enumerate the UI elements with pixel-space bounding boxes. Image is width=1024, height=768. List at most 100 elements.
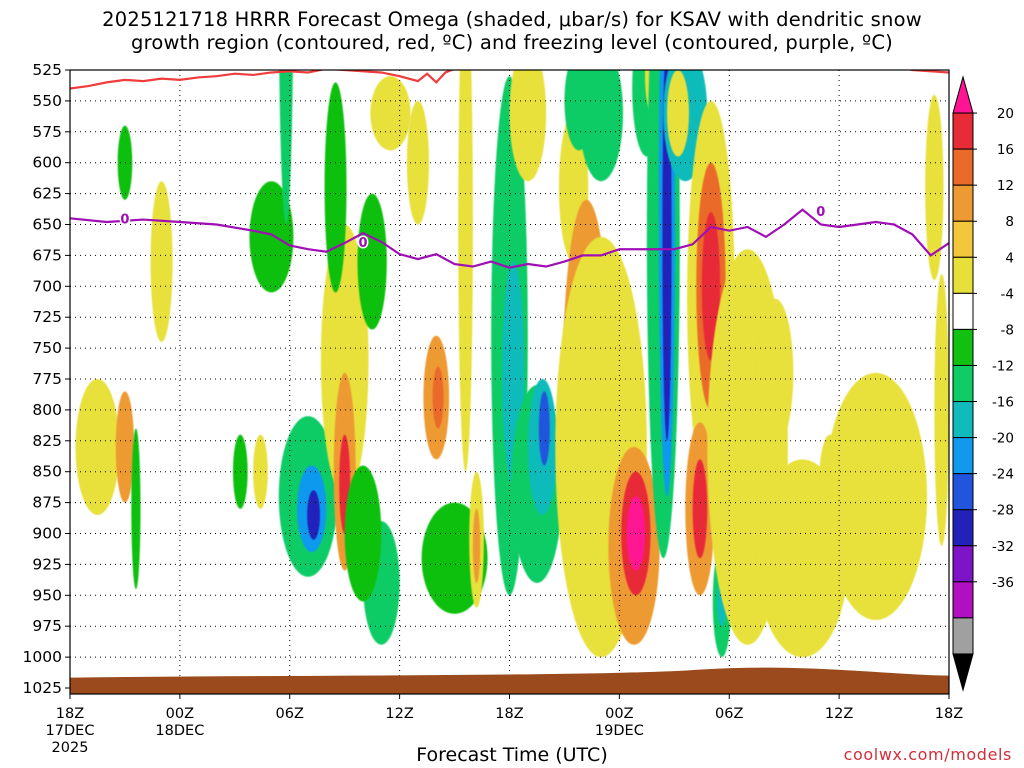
- colorbar-label: 16: [997, 142, 1014, 158]
- colorbar-swatch: [952, 437, 974, 475]
- y-tick-label: 950: [32, 586, 62, 604]
- colorbar-swatch: [952, 617, 974, 655]
- x-tick-date: 18DEC: [155, 723, 204, 739]
- y-tick-label: 775: [32, 370, 62, 388]
- x-tick-date: 19DEC: [595, 723, 644, 739]
- omega-cell: [370, 76, 411, 151]
- x-axis-label: Forecast Time (UTC): [416, 744, 608, 766]
- colorbar-swatch: [952, 509, 974, 547]
- y-tick-label: 725: [32, 308, 62, 326]
- dgz-contour-right: [908, 70, 949, 74]
- omega-shading: [75, 70, 949, 658]
- x-tick-label: 12Z: [385, 706, 413, 722]
- y-tick-label: 1000: [23, 648, 62, 666]
- y-tick-label: 1025: [23, 679, 62, 697]
- x-tick-label: 18Z: [56, 706, 84, 722]
- colorbar-cap-bottom: [952, 653, 974, 692]
- omega-cell: [344, 465, 382, 602]
- colorbar: 20 16 12 8 4 -4 -8 -12 -16 -20 -24 -28 -32 -36: [952, 75, 1014, 692]
- colorbar-cap-top: [952, 75, 974, 114]
- title-line-1: 2025121718 HRRR Forecast Omega (shaded, …: [102, 8, 922, 31]
- freezing-level-label: 0: [816, 205, 825, 220]
- colorbar-swatch: [952, 220, 974, 258]
- colorbar-label: -8: [1001, 322, 1014, 338]
- colorbar-label: 12: [997, 178, 1014, 194]
- y-tick-label: 700: [32, 277, 62, 295]
- omega-cell: [666, 70, 689, 157]
- colorbar-swatch: [952, 328, 974, 366]
- x-tick-label: 12Z: [825, 706, 853, 722]
- colorbar-swatch: [952, 256, 974, 294]
- omega-cell: [692, 459, 708, 559]
- colorbar-label: -36: [992, 575, 1014, 591]
- omega-cell: [579, 70, 624, 182]
- colorbar-swatch: [952, 364, 974, 403]
- y-tick-label: 925: [32, 555, 62, 573]
- colorbar-label: -12: [992, 358, 1014, 374]
- contours: 0 0 0: [70, 70, 949, 269]
- y-tick-label: 600: [32, 154, 62, 172]
- y-tick-label: 575: [32, 123, 62, 141]
- omega-cell: [307, 490, 320, 540]
- y-tick-label: 875: [32, 494, 62, 512]
- freezing-level-contour: [70, 208, 949, 269]
- omega-cell: [458, 70, 473, 472]
- colorbar-swatch: [952, 473, 974, 511]
- colorbar-swatch: [952, 292, 974, 330]
- omega-cell: [117, 125, 133, 200]
- y-tick-label: 675: [32, 246, 62, 264]
- colorbar-swatch: [952, 184, 974, 222]
- gridlines: [70, 70, 949, 694]
- x-tick-label: 18Z: [935, 706, 963, 722]
- freezing-level-label: 0: [120, 213, 129, 228]
- y-tick-label: 750: [32, 339, 62, 357]
- x-tick-label: 00Z: [166, 706, 194, 722]
- omega-cell: [131, 428, 141, 590]
- omega-cell: [324, 82, 347, 293]
- y-tick-label: 650: [32, 216, 62, 234]
- omega-cell: [756, 298, 794, 447]
- y-tick-label: 550: [32, 92, 62, 110]
- omega-cell: [925, 94, 944, 281]
- colorbar-label: -4: [1001, 286, 1014, 302]
- omega-cell: [357, 193, 387, 330]
- y-tick-label: 800: [32, 401, 62, 419]
- y-tick-label: 625: [32, 185, 62, 203]
- omega-cell: [824, 372, 928, 621]
- omega-cell: [249, 181, 294, 293]
- x-tick-label: 06Z: [276, 706, 304, 722]
- colorbar-label: 8: [1005, 214, 1014, 230]
- omega-cell: [472, 508, 481, 583]
- y-tick-label: 525: [32, 61, 62, 79]
- x-tick-label: 18Z: [495, 706, 523, 722]
- omega-cell: [150, 181, 173, 342]
- omega-cell: [934, 273, 949, 546]
- colorbar-swatch: [952, 401, 974, 439]
- freezing-level-label: 0: [358, 236, 367, 251]
- colorbar-label: -24: [992, 467, 1014, 483]
- omega-cell: [75, 379, 120, 515]
- y-tick-label: 975: [32, 617, 62, 635]
- omega-cell: [406, 100, 429, 225]
- x-tick-year: 2025: [52, 740, 89, 756]
- colorbar-swatch: [952, 112, 974, 150]
- chart-title: 2025121718 HRRR Forecast Omega (shaded, …: [0, 8, 1024, 54]
- colorbar-label: 4: [1005, 250, 1014, 266]
- terrain: [70, 667, 949, 694]
- omega-cell: [662, 70, 672, 441]
- colorbar-label: 20: [997, 106, 1014, 122]
- dgz-contour: [70, 70, 455, 90]
- y-tick-label: 850: [32, 463, 62, 481]
- site-credit: coolwx.com/models: [843, 745, 1012, 764]
- y-axis: 525 550 575 600 625 650 675 700 725 750 775 800 825 8…: [23, 61, 70, 697]
- omega-cell: [432, 366, 444, 429]
- omega-cell: [320, 224, 369, 497]
- omega-cell: [509, 70, 547, 182]
- title-line-2: growth region (contoured, red, ºC) and f…: [131, 31, 893, 54]
- colorbar-swatch: [952, 148, 974, 186]
- colorbar-swatch: [952, 581, 974, 619]
- omega-cell: [538, 391, 550, 466]
- x-tick-label: 00Z: [605, 706, 633, 722]
- colorbar-label: -16: [992, 395, 1014, 411]
